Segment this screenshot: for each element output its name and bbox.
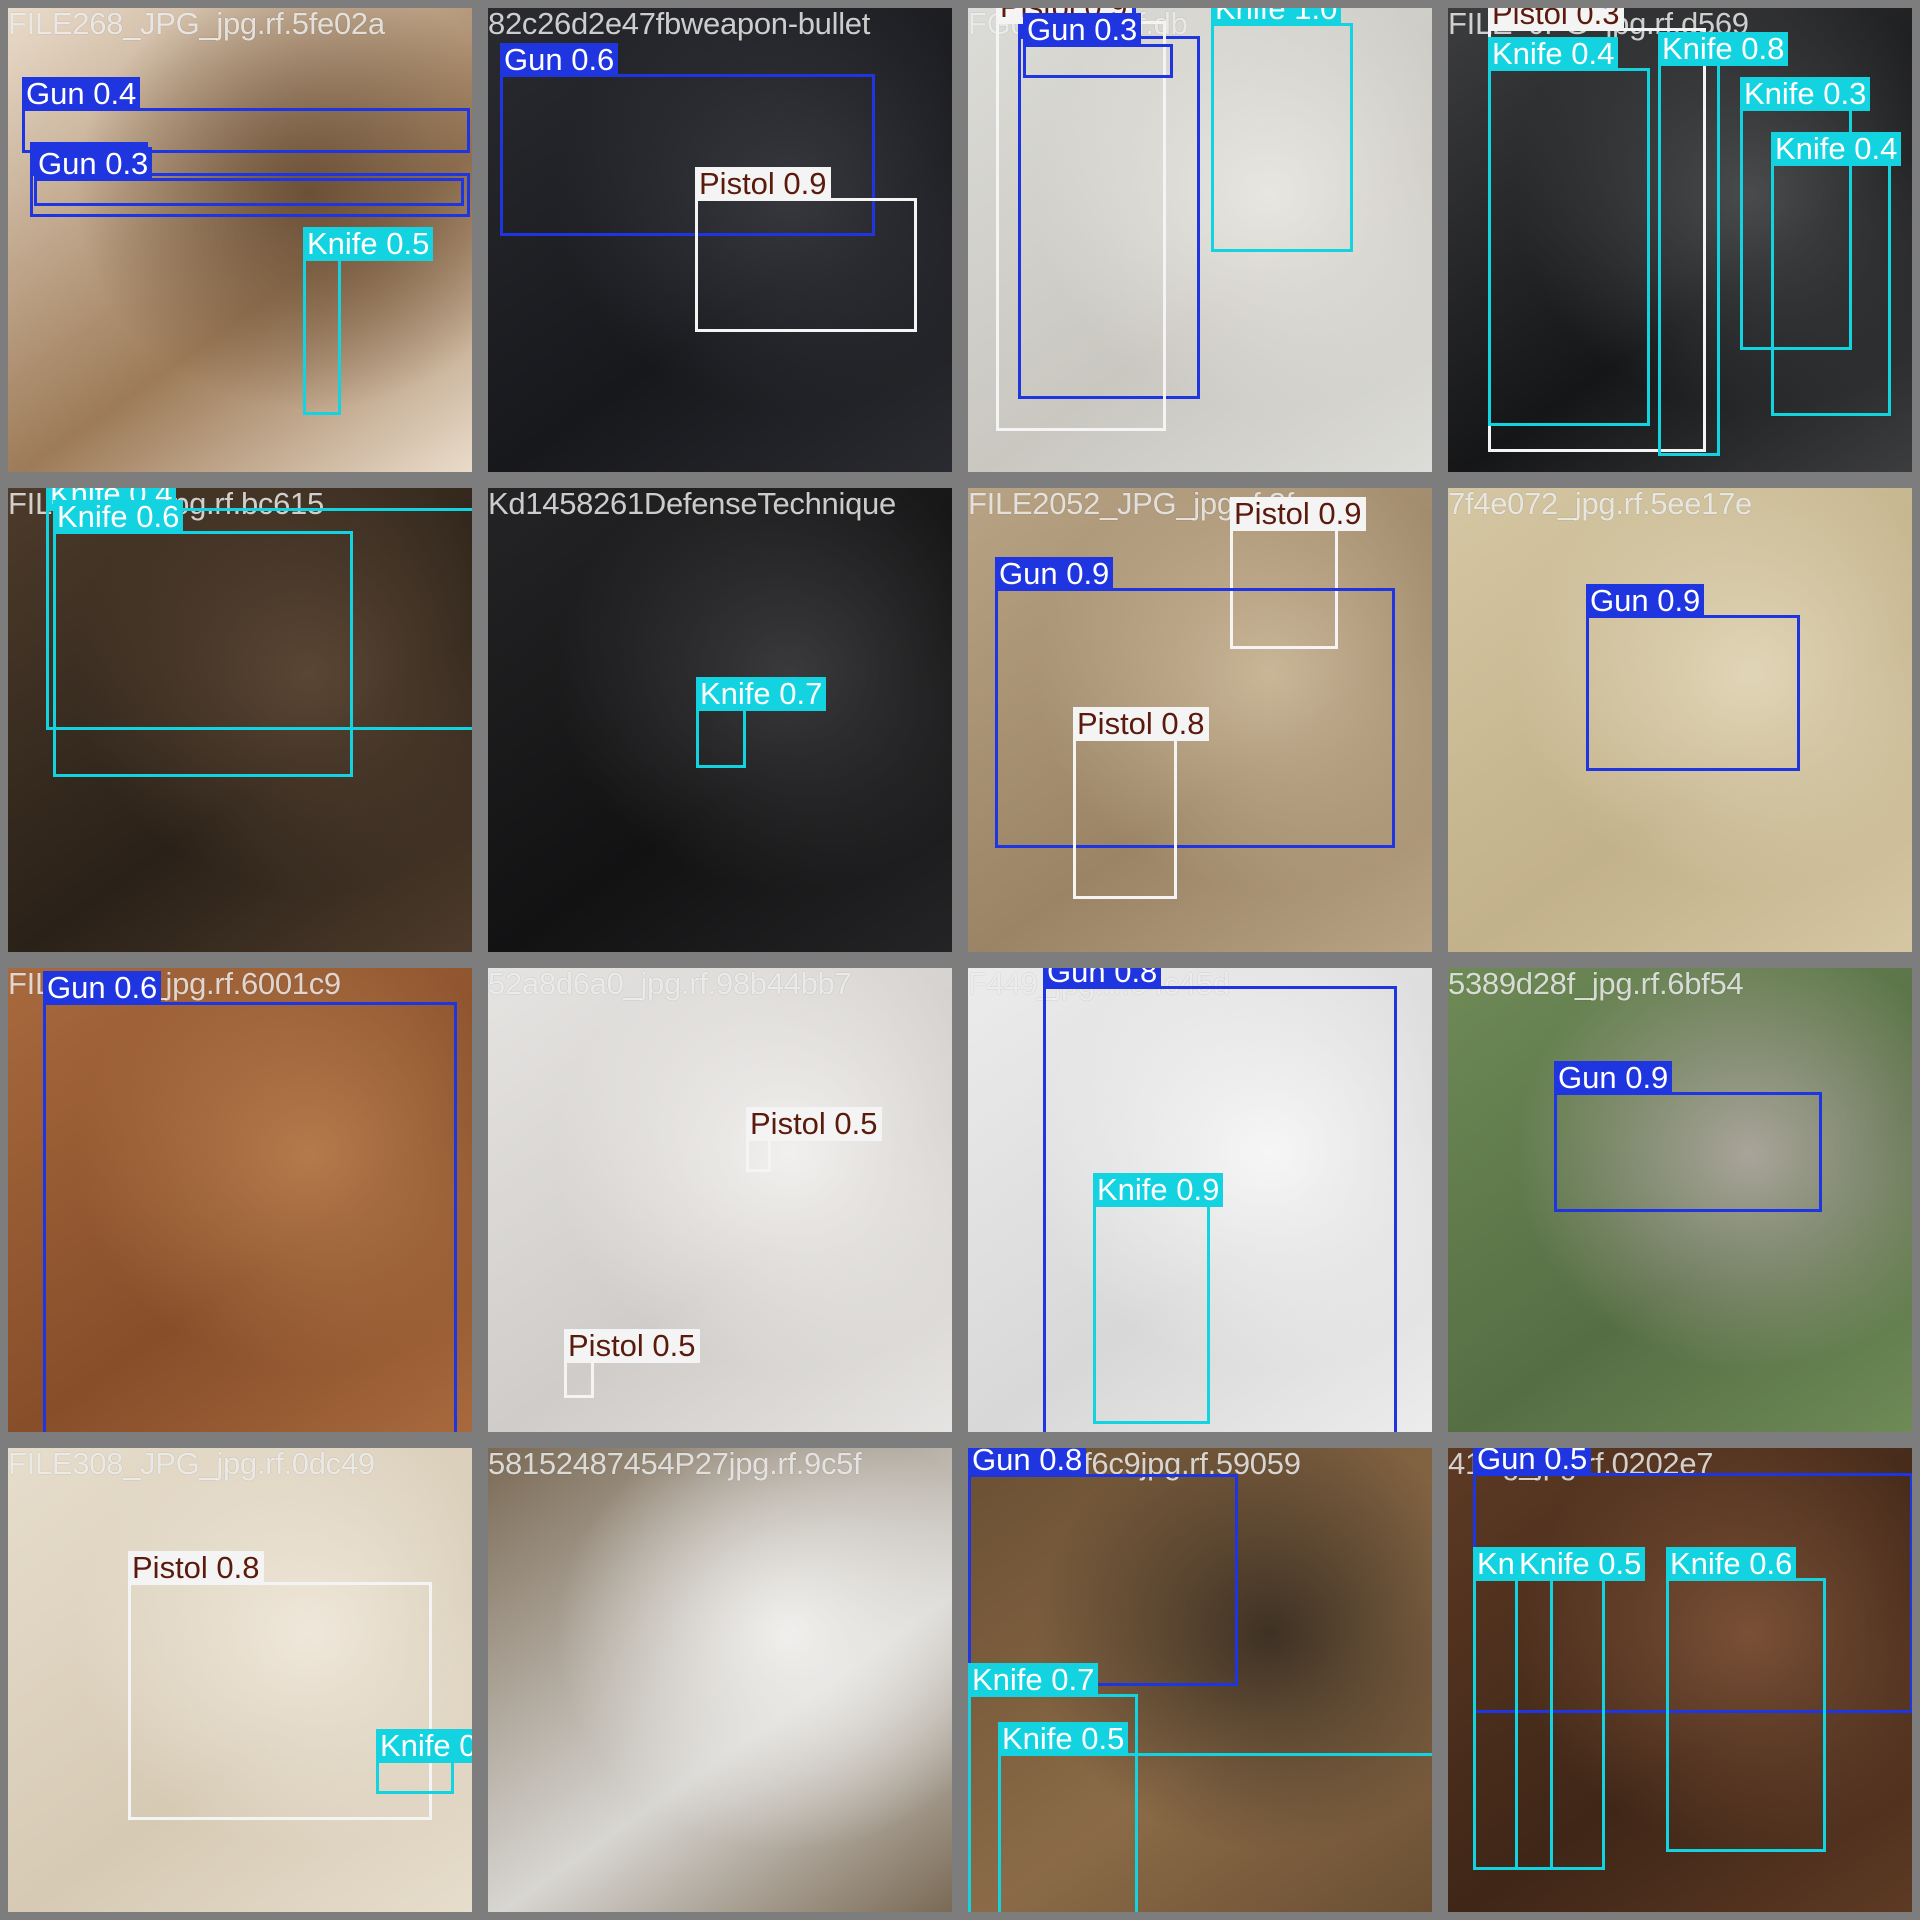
detection-label: Knife 0.6 <box>1666 1547 1797 1581</box>
detection-box: Pistol 0.9 <box>695 167 917 332</box>
detection-label: Pistol 0.5 <box>564 1329 700 1363</box>
detection-label: Knife 0.7 <box>696 677 827 711</box>
image-tile: FILE2052_JPG_jpg.rf.3fe Pistol 0.9 Gun 0.9… <box>968 488 1432 952</box>
detection-box: Gun 0.6 <box>500 43 875 236</box>
detection-box: Pistol 0.9 <box>1230 497 1366 649</box>
detection-box: Pistol 0.8 <box>128 1551 432 1820</box>
detection-box: Knife 0.8 <box>1658 32 1789 456</box>
detection-label: Knife 0.7 <box>968 1663 1099 1697</box>
detection-box: Knife 0.4 <box>1488 37 1650 426</box>
detection-label: Knife 0.5 <box>998 1722 1129 1756</box>
detection-box: Gun 0.4 <box>22 77 470 153</box>
detection-box: Knife 0.3 <box>1740 77 1871 350</box>
tile-photo <box>968 8 1432 472</box>
detection-box: Pistol 0.5 <box>564 1329 700 1398</box>
detection-box: Gun 0.3 <box>34 147 464 206</box>
detection-box: Knife 0.7 <box>696 677 827 768</box>
detection-box: Gun 0.3 <box>1023 13 1173 78</box>
detection-label: Pistol 0.8 <box>1073 707 1209 741</box>
detection-label: Knife 1.0 <box>1211 8 1342 26</box>
detection-box: Knife 0.7 <box>968 1663 1138 1912</box>
tile-photo <box>1448 488 1912 952</box>
detection-label: Knife 0.8 <box>1658 32 1789 66</box>
detection-label: Knife 0.4 <box>1488 37 1619 71</box>
detection-box: Knife 0.6 <box>53 500 353 777</box>
detection-box: Knife 0.5 <box>1515 1547 1646 1870</box>
tile-photo <box>8 488 472 952</box>
image-tile: 52a8d6a0_jpg.rf.98b44bb7 Pistol 0.5 Pistol… <box>488 968 952 1432</box>
tile-photo <box>488 968 952 1432</box>
tile-photo <box>488 488 952 952</box>
detection-box: Knife 0.6 <box>1666 1547 1826 1852</box>
detection-box: Knife 0.4 <box>376 1729 472 1794</box>
detection-box: Pistol 0.3 <box>1488 8 1706 452</box>
detection-label: Gun 0.9 <box>1586 584 1705 618</box>
detection-label: Knife 0.9 <box>1093 1173 1224 1207</box>
detection-box: Knife 1.0 <box>1211 8 1353 252</box>
detection-label: Knife 0.5 <box>1515 1547 1646 1581</box>
detection-label: Knife 0.5 <box>303 227 434 261</box>
detection-label: Pistol 0.9 <box>695 167 831 201</box>
detection-label: Pistol 0.5 <box>746 1107 882 1141</box>
detection-box: Gun 0.9 <box>995 557 1395 848</box>
detection-box: Pistol 0.5 <box>746 1107 882 1172</box>
detection-box: Pistol 0.9 <box>996 8 1166 431</box>
detection-box: Gun 0.5 <box>1473 1448 1912 1713</box>
image-tile: 7f4e072_jpg.rf.5ee17e Gun 0.9 <box>1448 488 1912 952</box>
detection-box: Gun 0.9 <box>1586 584 1800 771</box>
tile-photo <box>8 968 472 1432</box>
tile-photo <box>8 1448 472 1912</box>
detection-box: Gun 0.9 <box>1554 1061 1822 1212</box>
image-tile: U1fada7f6c9jpg.rf.59059 Gun 0.8 Knife 0.7 K… <box>968 1448 1432 1912</box>
detection-box: Knife 0.9 <box>1093 1173 1224 1424</box>
detection-box: Kn <box>1473 1547 1553 1870</box>
tile-photo <box>488 1448 952 1912</box>
detection-box: Gun 0.8 <box>1043 968 1397 1432</box>
detection-label: Knife 0.6 <box>53 500 184 534</box>
detection-label: Gun 0.5 <box>1473 1448 1592 1476</box>
tile-photo <box>1448 1448 1912 1912</box>
detection-label: Gun 0.8 <box>968 1448 1087 1477</box>
detection-label: Gun 0.8 <box>1043 968 1162 989</box>
detection-label: Gun 0.3 <box>1023 13 1142 47</box>
detection-box: Gun 0.6 <box>43 971 457 1432</box>
image-tile: FILE_JPG_jpg.rf.6001c9 Gun 0.6 <box>8 968 472 1432</box>
detection-label: Gun 0.9 <box>995 557 1114 591</box>
detection-label: Kn <box>1473 1547 1519 1581</box>
detection-box: Knife 0.4 <box>1771 132 1902 416</box>
detection-box: Knife 0.5 <box>998 1722 1432 1912</box>
detection-box: Pistol 0.8 <box>1073 707 1209 899</box>
detection-label: Gun 0.6 <box>43 971 162 1005</box>
detection-label: Pistol 0.3 <box>1488 8 1624 31</box>
detection-box: Knife 0.5 <box>303 227 434 415</box>
image-tile: 58152487454P27jpg.rf.9c5f <box>488 1448 952 1912</box>
detection-label: Gun 0.6 <box>500 43 619 77</box>
detection-label: Knife 0.3 <box>1740 77 1871 111</box>
detection-label: Gun 0.9 <box>1554 1061 1673 1095</box>
detection-label: Gun 0.4 <box>22 77 141 111</box>
image-tile: 5389d28f_jpg.rf.6bf54 Gun 0.9 <box>1448 968 1912 1432</box>
detection-label: Pistol 0.8 <box>128 1551 264 1585</box>
detection-box: Gun 0.8 <box>968 1448 1238 1686</box>
tile-photo <box>1448 968 1912 1432</box>
detection-label: Knife 0.4 <box>376 1729 472 1763</box>
image-tile: 82c26d2e47fbweapon-bullet Gun 0.6 Pistol 0… <box>488 8 952 472</box>
detection-label: Pistol 0.9 <box>1230 497 1366 531</box>
image-tile: FILE308_JPG_jpg.rf.0dc49 Pistol 0.8 Knife … <box>8 1448 472 1912</box>
detection-label: Gun 0.3 <box>34 147 153 181</box>
detection-label: Knife 0.4 <box>1771 132 1902 166</box>
